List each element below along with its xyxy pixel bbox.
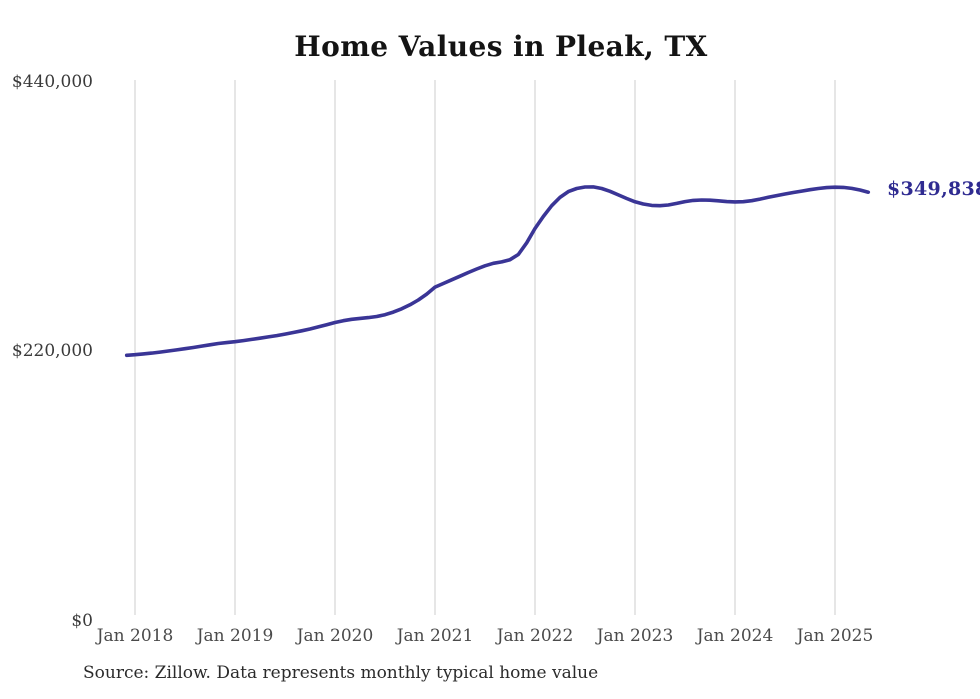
y-axis-tick-label: $220,000 bbox=[11, 341, 93, 361]
home-value-line bbox=[124, 185, 871, 358]
source-note: Source: Zillow. Data represents monthly … bbox=[83, 663, 599, 683]
x-axis-tick-label: Jan 2019 bbox=[196, 626, 274, 646]
value-end-label: $349,838 bbox=[887, 178, 980, 200]
x-axis-tick-label: Jan 2022 bbox=[496, 626, 574, 646]
x-axis-tick-label: Jan 2021 bbox=[396, 626, 474, 646]
x-axis-tick-label: Jan 2024 bbox=[696, 626, 774, 646]
y-axis-tick-label: $440,000 bbox=[11, 72, 93, 92]
x-axis-tick-label: Jan 2018 bbox=[96, 626, 174, 646]
x-axis-tick-label: Jan 2020 bbox=[296, 626, 374, 646]
x-axis-tick-label: Jan 2025 bbox=[796, 626, 874, 646]
chart-title: Home Values in Pleak, TX bbox=[294, 30, 708, 63]
x-axis-tick-label: Jan 2023 bbox=[596, 626, 674, 646]
y-axis-tick-label: $0 bbox=[71, 611, 93, 631]
